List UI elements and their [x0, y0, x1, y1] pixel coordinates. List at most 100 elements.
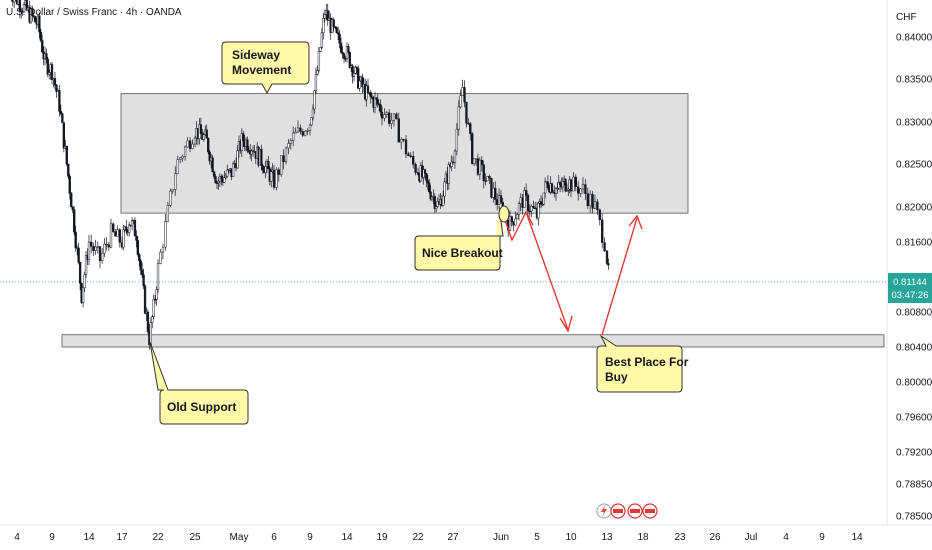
callout-sideway[interactable]: Sideway Movement [221, 41, 310, 95]
zones-layer [61, 93, 885, 348]
candle [169, 188, 172, 208]
candle-body-up [310, 117, 313, 126]
time-axis[interactable]: 4 9 14 17 22 25 May 6 9 14 19 22 27 Jun 5 10 13 18 23 26 Jul… [14, 532, 863, 543]
candle-body-down [207, 137, 210, 153]
candle [320, 27, 323, 49]
candle-body-down [395, 113, 398, 120]
candle-body-down [338, 33, 341, 44]
price-axis[interactable]: 0.84000 0.83500 0.83000 0.82500 0.82000 0.816… [896, 33, 932, 523]
candle-body-down [429, 191, 432, 200]
candle [508, 210, 512, 231]
candle [176, 155, 179, 175]
zone-old-support[interactable] [61, 334, 885, 348]
callout-old-support[interactable]: Old Support [149, 341, 249, 425]
callout-best-place[interactable]: Best Place For Buy [596, 334, 689, 393]
candle-body-up [567, 188, 570, 191]
candle-body-up [554, 188, 558, 194]
candle-body-up [323, 14, 326, 19]
callout-nice-breakout[interactable]: Nice Breakout [414, 205, 504, 271]
candle-body-down [18, 0, 21, 12]
candle-body-up [392, 113, 396, 121]
zone-sideway-range[interactable] [120, 93, 689, 214]
candle [342, 52, 346, 64]
candle-body-down [467, 122, 470, 125]
candle-body-up [169, 190, 172, 206]
candle-body-up [176, 159, 179, 175]
candle-body-up [84, 254, 88, 275]
candle [96, 241, 99, 254]
candle [83, 271, 86, 293]
candle [581, 177, 585, 194]
economic-event-icon[interactable] [627, 503, 643, 519]
candle [186, 137, 189, 148]
candle-body-up [94, 246, 97, 251]
economic-event-icon[interactable] [642, 503, 658, 519]
candle-body-down [125, 226, 128, 231]
candle [409, 152, 412, 159]
candle-body-down [388, 112, 391, 124]
candle [199, 117, 203, 134]
candle [556, 182, 559, 194]
candle [77, 242, 80, 265]
candle [517, 201, 521, 221]
lightning-icon[interactable] [596, 503, 612, 519]
candle [143, 284, 147, 315]
candle [22, 2, 26, 13]
candle-body-down [105, 243, 108, 246]
candle-body-down [484, 180, 487, 182]
candle-body-down [528, 210, 531, 212]
candle [224, 172, 227, 180]
candle-body-down [425, 173, 428, 181]
candle-body-up [557, 182, 560, 189]
candle [355, 66, 358, 75]
candle-body-down [341, 52, 344, 55]
candle [344, 56, 347, 62]
candle-body-up [400, 139, 403, 143]
candle-body-up [311, 108, 315, 119]
candle-body-down [512, 221, 515, 226]
candle-body-up [322, 17, 325, 34]
candle [227, 169, 230, 174]
candle [593, 194, 597, 210]
current-price-badge-bg [888, 273, 932, 303]
candle [103, 238, 106, 258]
candle [375, 96, 378, 107]
candle [499, 189, 503, 205]
economic-event-icon[interactable] [610, 503, 626, 519]
candle-body-up [275, 169, 278, 188]
candle-body-down [532, 206, 535, 209]
candle-body-up [183, 146, 187, 157]
candle-body-down [412, 156, 415, 165]
candle-body-up [202, 134, 205, 140]
candle [212, 170, 216, 180]
callout-old-support-text: Old Support [167, 400, 236, 414]
candle-body-down [521, 197, 524, 208]
candle [138, 252, 141, 267]
time-tick-label: 4 [783, 532, 789, 543]
candle-body-up [226, 169, 229, 177]
candle [161, 244, 165, 260]
candle-body-down [526, 194, 530, 212]
candle-body-down [347, 46, 350, 53]
candle-body-up [289, 140, 292, 144]
candle-body-down [348, 52, 351, 68]
candle-body-up [478, 159, 482, 175]
time-tick-label: 22 [152, 532, 164, 543]
candle [159, 249, 162, 265]
candle [202, 131, 205, 142]
candle [310, 117, 313, 127]
candle-body-down [379, 104, 382, 113]
candle-body-up [579, 188, 582, 194]
candle-body-down [46, 59, 49, 75]
candle-body-down [246, 139, 249, 151]
candle [84, 251, 88, 278]
candle-body-down [227, 169, 230, 171]
candle [156, 259, 160, 294]
candle-body-up [589, 194, 592, 207]
candle [205, 124, 208, 139]
time-tick-label: 19 [376, 532, 388, 543]
candle [81, 287, 85, 308]
candle-body-up [155, 289, 158, 300]
candle [25, 0, 28, 12]
